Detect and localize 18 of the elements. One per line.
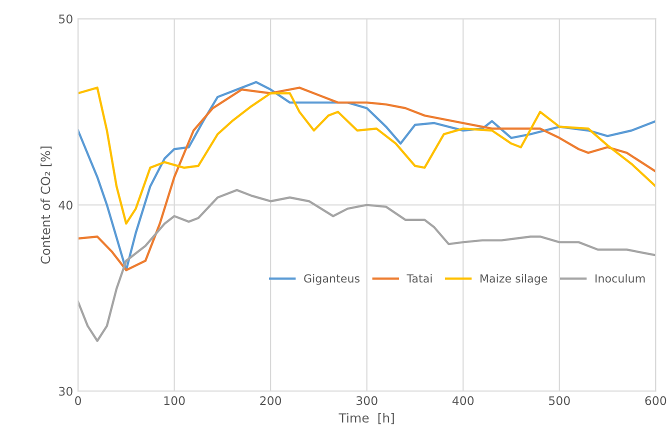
legend-label: Inoculum [596,274,645,283]
y-tick-label: 30 [59,386,72,396]
x-tick-label: 500 [549,396,570,406]
x-tick-label: 400 [452,396,474,406]
y-axis-title: Content of CO₂ [%] [40,146,52,264]
x-tick-label: 200 [260,396,282,406]
line-series [78,86,656,225]
x-tick-label: 600 [645,396,666,406]
x-tick-label: 0 [75,396,82,406]
y-tick-label: 50 [59,14,72,24]
x-tick-label: 300 [356,396,378,406]
legend-label: Giganteus [304,274,360,285]
y-tick-label: 40 [58,200,72,210]
legend-label: Maize silage [480,274,548,285]
x-axis-title: Time [h] [338,412,394,424]
legend-label: Tatai [406,274,432,283]
line-series [78,188,656,342]
x-tick-label: 100 [164,396,185,406]
